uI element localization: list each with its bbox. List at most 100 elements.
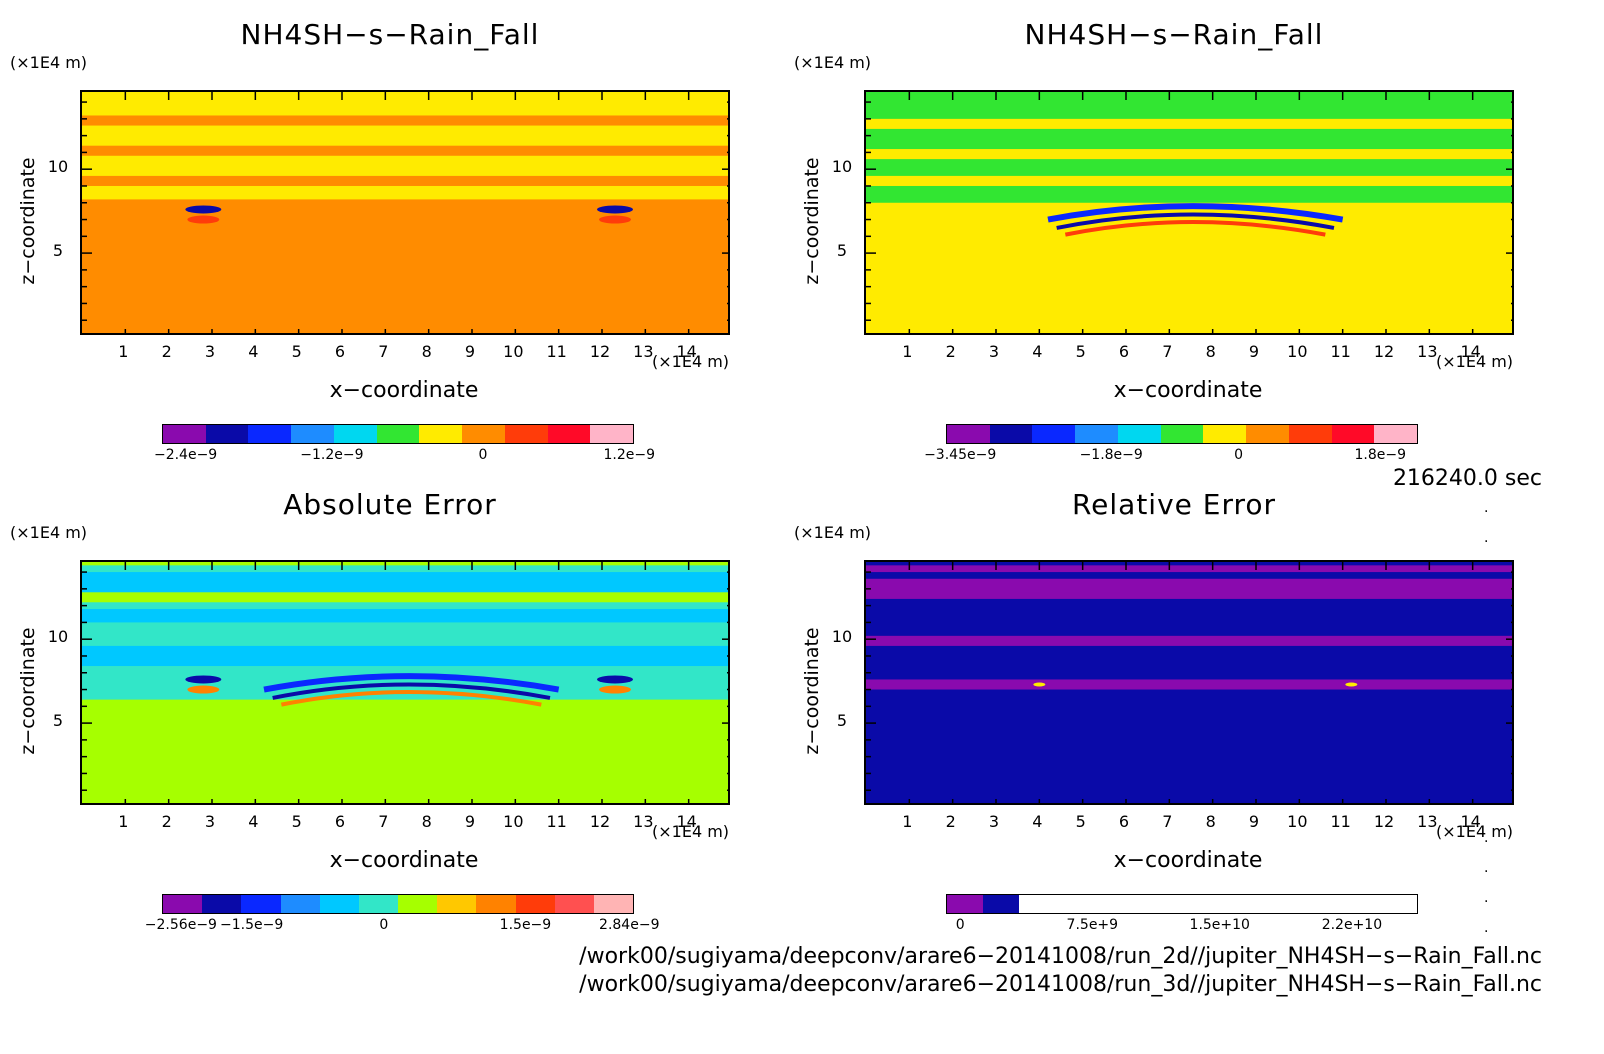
heatmap-band xyxy=(866,679,1512,690)
colorbar-segment xyxy=(319,895,359,913)
heatmap-feature xyxy=(187,215,220,224)
colorbar-segment xyxy=(1200,895,1237,913)
z-tick-label: 10 xyxy=(47,627,69,647)
colorbar-segment xyxy=(333,425,377,443)
heatmap-arc xyxy=(1056,212,1335,230)
colorbar-segment xyxy=(1246,425,1289,443)
heatmap-band xyxy=(866,635,1512,646)
heatmap-band xyxy=(82,592,728,603)
colorbar-segment xyxy=(202,895,242,913)
z-axis-label: z−coordinate xyxy=(17,627,39,755)
x-unit-label: (×1E4 m) xyxy=(652,352,730,371)
heatmap-feature xyxy=(1345,682,1358,687)
x-tick-label: 6 xyxy=(334,342,346,361)
panel-2: NH4SH−s−Rain_Fall (×1E4 m) z−coordinate 1 2 3… xyxy=(784,0,1564,470)
colorbar-segment xyxy=(398,895,438,913)
heatmap-band xyxy=(866,175,1512,186)
x-tick-label: 12 xyxy=(589,812,611,831)
x-tick-label: 14 xyxy=(1460,342,1481,361)
x-tick-label: 4 xyxy=(248,812,259,831)
x-axis-label: x−coordinate xyxy=(1113,378,1263,403)
z-unit-label: (×1E4 m) xyxy=(10,53,88,72)
x-tick-label: 13 xyxy=(633,342,654,361)
x-tick-label: 12 xyxy=(1373,812,1395,831)
heatmap-feature xyxy=(599,215,631,224)
x-tick-label: 11 xyxy=(546,342,567,361)
colorbar-tick-label: 0 xyxy=(955,917,965,933)
colorbar xyxy=(946,424,1418,444)
heatmap-band xyxy=(82,92,728,99)
colorbar xyxy=(946,894,1418,914)
x-tick-label: 1 xyxy=(118,812,129,831)
dot-marker: . xyxy=(1484,830,1489,846)
colorbar-tick-label: 0 xyxy=(478,447,488,463)
heatmap-feature xyxy=(597,675,633,684)
x-tick-label: 2 xyxy=(945,812,956,831)
heatmap-arc xyxy=(272,682,551,700)
z-unit-label: (×1E4 m) xyxy=(794,523,872,542)
panel-3: Absolute Error (×1E4 m) z−coordinate 1 2 3 4 5 6… xyxy=(0,470,780,940)
colorbar xyxy=(162,424,634,444)
heatmap-plot xyxy=(80,560,730,805)
x-tick-label: 13 xyxy=(1417,812,1438,831)
colorbar-segment xyxy=(437,895,477,913)
x-tick-label: 13 xyxy=(633,812,654,831)
x-tick-label: 2 xyxy=(161,342,172,361)
heatmap-band xyxy=(82,608,728,623)
colorbar-tick-label: 1.2e−9 xyxy=(603,447,656,463)
colorbar-tick-label: 1.5e−9 xyxy=(499,917,552,933)
x-tick-label: 7 xyxy=(1162,342,1173,361)
x-tick-label: 1 xyxy=(902,342,913,361)
colorbar-segment xyxy=(280,895,320,913)
colorbar-segment xyxy=(163,895,203,913)
colorbar-tick-label: 2.2e+10 xyxy=(1321,917,1383,933)
heatmap-plot xyxy=(864,90,1514,335)
colorbar-tick-label: 0 xyxy=(379,917,389,933)
colorbar-segment xyxy=(1160,425,1204,443)
heatmap-band xyxy=(866,578,1512,599)
x-axis-label: x−coordinate xyxy=(1113,848,1263,873)
time-label: 216240.0 sec xyxy=(1392,466,1542,491)
z-tick-label: 5 xyxy=(836,241,848,261)
dot-marker: . xyxy=(1484,500,1489,516)
heatmap-band xyxy=(82,145,728,156)
z-tick-label: 5 xyxy=(52,711,64,731)
colorbar-segment xyxy=(376,425,420,443)
colorbar-segment xyxy=(983,895,1020,913)
x-tick-label: 11 xyxy=(1330,342,1351,361)
x-tick-label: 2 xyxy=(945,342,956,361)
z-axis-label: z−coordinate xyxy=(801,157,823,285)
x-tick-label: 5 xyxy=(291,812,302,831)
colorbar-segment xyxy=(419,425,463,443)
x-tick-label: 6 xyxy=(1118,342,1130,361)
heatmap-feature xyxy=(187,685,220,694)
colorbar-segment xyxy=(1032,425,1076,443)
z-axis-label: z−coordinate xyxy=(17,157,39,285)
z-unit-label: (×1E4 m) xyxy=(10,523,88,542)
colorbar-segment xyxy=(205,425,249,443)
x-tick-label: 3 xyxy=(988,812,1000,831)
heatmap-feature xyxy=(185,205,222,214)
heatmap-band xyxy=(866,92,1512,203)
x-tick-label: 8 xyxy=(1205,812,1216,831)
heatmap-arc xyxy=(1064,220,1326,237)
x-tick-label: 11 xyxy=(546,812,567,831)
colorbar-tick-label: 2.84e−9 xyxy=(599,917,660,933)
colorbar-segment xyxy=(1374,425,1418,443)
colorbar-segment xyxy=(593,895,634,913)
colorbar-segment xyxy=(241,895,281,913)
panel-title: Absolute Error xyxy=(283,488,497,521)
z-tick-label: 10 xyxy=(47,157,69,177)
panel-4: Relative Error (×1E4 m) z−coordinate 1 2 3 4 5 6… xyxy=(784,470,1564,940)
x-tick-label: 2 xyxy=(161,812,172,831)
panel-title: NH4SH−s−Rain_Fall xyxy=(240,18,540,51)
file-path-2d: /work00/sugiyama/deepconv/arare6−2014100… xyxy=(579,944,1542,969)
x-tick-label: 5 xyxy=(1075,342,1086,361)
x-axis-label: x−coordinate xyxy=(329,378,479,403)
x-tick-label: 8 xyxy=(421,342,432,361)
colorbar-segment xyxy=(476,895,516,913)
x-tick-label: 9 xyxy=(464,342,476,361)
x-tick-label: 5 xyxy=(291,342,302,361)
colorbar-segment xyxy=(1380,895,1418,913)
colorbar-segment xyxy=(554,895,594,913)
